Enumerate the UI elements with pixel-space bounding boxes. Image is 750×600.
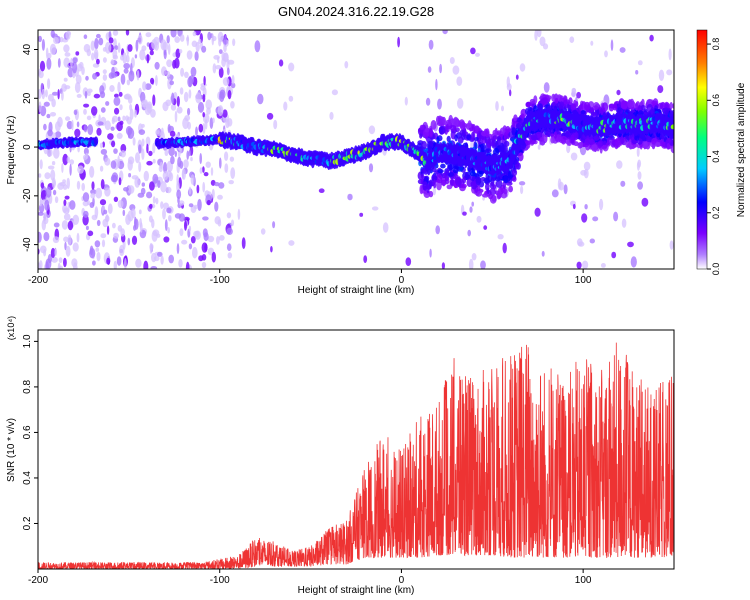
colorbar-tick-label: 0.8 <box>711 38 721 51</box>
y-tick-label: 20 <box>22 92 33 104</box>
spectrogram-frame <box>37 29 675 270</box>
snr-y-multiplier: (x10⁴) <box>6 316 16 340</box>
y-tick-label: 40 <box>22 44 33 56</box>
x-tick-label: -100 <box>210 575 230 586</box>
y-tick-label: 0.4 <box>22 471 33 485</box>
x-tick-label: -200 <box>28 275 48 286</box>
x-tick-label: 100 <box>575 575 592 586</box>
snr-frame <box>37 329 675 570</box>
colorbar-tick-label: 0.6 <box>711 94 721 107</box>
y-tick-label: 0.2 <box>22 516 33 530</box>
figure-title: GN04.2024.316.22.19.G28 <box>278 4 434 19</box>
snr-x-label: Height of straight line (km) <box>298 585 415 596</box>
colorbar-tick-label: 0.4 <box>711 150 721 163</box>
y-tick-label: 0.6 <box>22 425 33 439</box>
spectrogram-x-label: Height of straight line (km) <box>298 285 415 296</box>
snr-x-ticks: -200 -100 0 100 <box>28 569 592 586</box>
colorbar-ticks: 0.0 0.2 0.4 0.6 0.8 <box>707 38 721 275</box>
y-tick-label: 1.0 <box>22 334 33 348</box>
spectrogram-y-ticks: -40 -20 0 20 40 <box>22 44 38 252</box>
y-tick-label: 0.8 <box>22 380 33 394</box>
y-tick-label: 0 <box>22 144 33 150</box>
colorbar-tick-label: 0.0 <box>711 263 721 276</box>
spectrogram-x-ticks: -200 -100 0 100 <box>28 269 592 286</box>
x-tick-label: 0 <box>399 275 405 286</box>
snr-y-ticks: 0.2 0.4 0.6 0.8 1.0 <box>22 334 38 530</box>
x-tick-label: 0 <box>399 575 405 586</box>
snr-panel: -200 -100 0 100 0.2 0.4 0.6 0.8 1.0 Height of s… <box>6 316 675 596</box>
snr-series-line <box>38 342 674 569</box>
colorbar-gradient <box>696 29 708 270</box>
snr-y-label: SNR (10 * v/v) <box>6 418 17 482</box>
spectrogram-y-label: Frequency (Hz) <box>6 116 17 185</box>
colorbar: 0.0 0.2 0.4 0.6 0.8 Normalized spectral ampl… <box>696 29 747 275</box>
x-tick-label: -100 <box>210 275 230 286</box>
x-tick-label: 100 <box>575 275 592 286</box>
y-tick-label: -20 <box>22 188 33 203</box>
x-tick-label: -200 <box>28 575 48 586</box>
colorbar-tick-label: 0.2 <box>711 207 721 220</box>
y-tick-label: -40 <box>22 237 33 252</box>
spectrogram-heatmap <box>38 30 674 269</box>
colorbar-label: Normalized spectral amplitude <box>736 82 747 217</box>
